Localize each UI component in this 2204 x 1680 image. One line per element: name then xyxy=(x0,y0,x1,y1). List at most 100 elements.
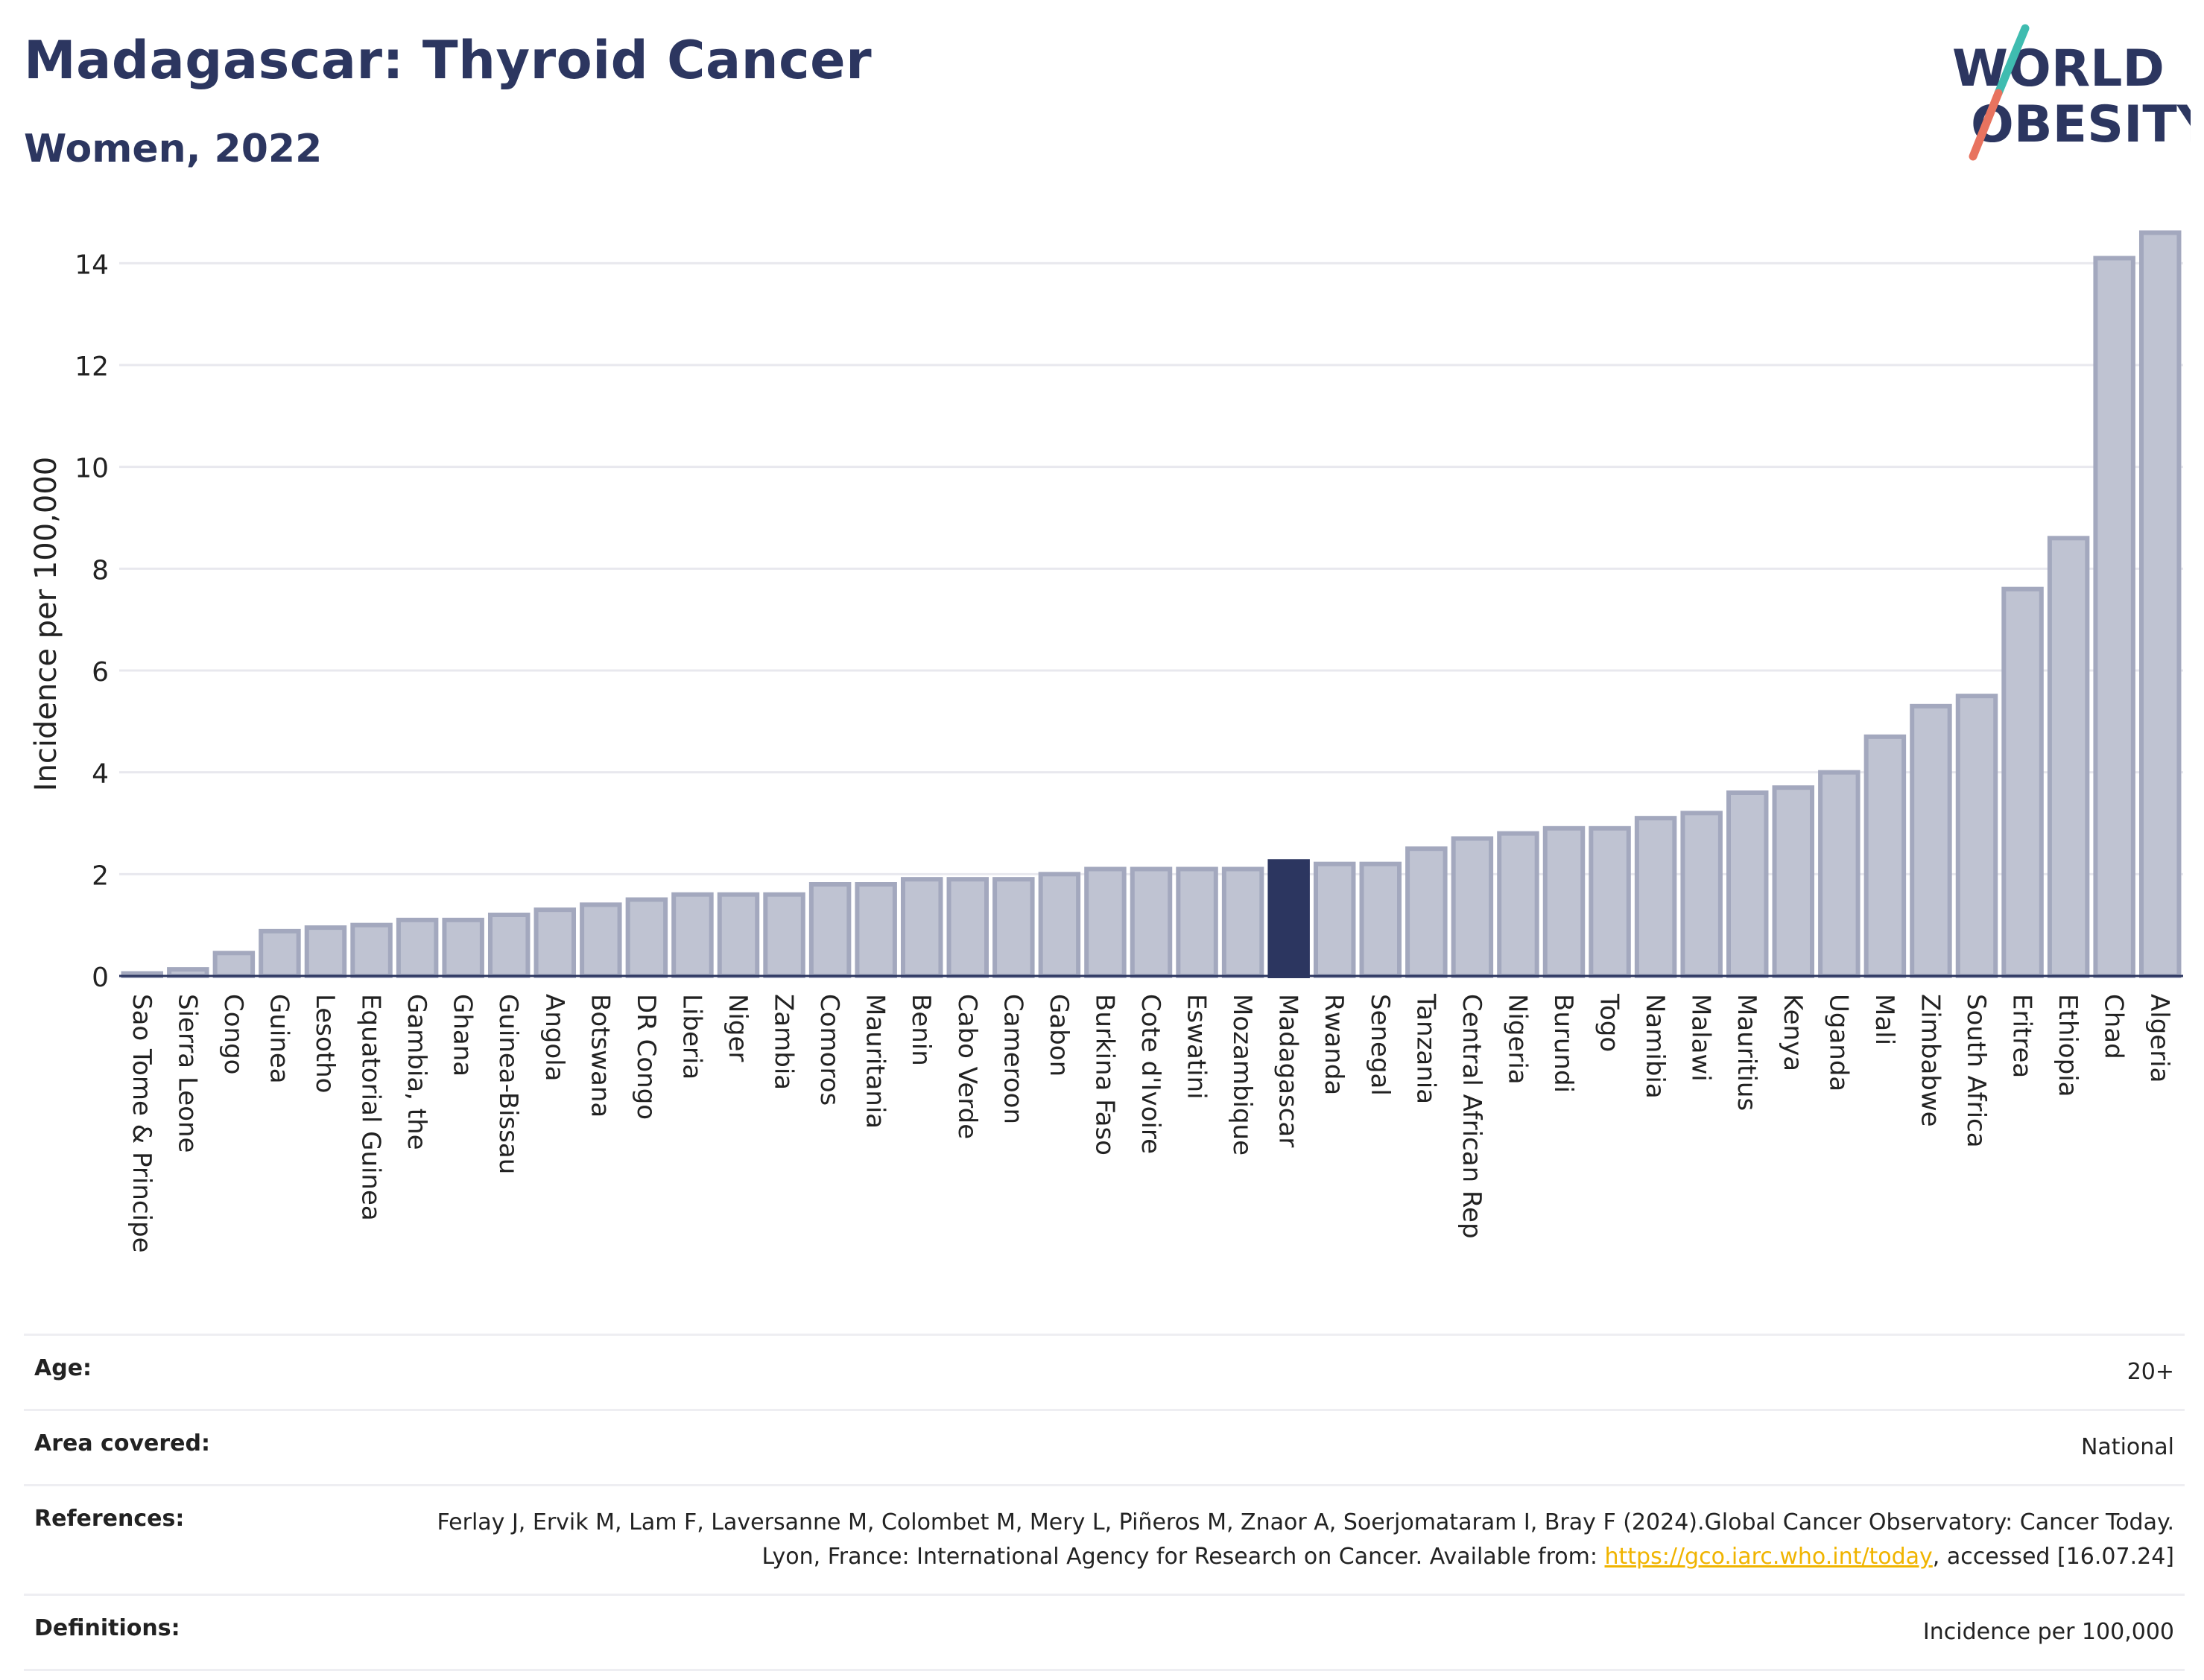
bar-chart: 0 2 4 6 8 10 12 14 Sao Tome & Principe Sierra Le… xyxy=(29,230,2183,1253)
reference-text: Ferlay J, Ervik M, Lam F, Laversanne M, … xyxy=(437,1509,2174,1570)
y-tick-label: 14 xyxy=(75,250,109,280)
bar-lesotho xyxy=(304,925,347,979)
bar-cote-d-ivoire xyxy=(1130,866,1173,978)
x-tick-label: Cameroon xyxy=(998,994,1027,1124)
bar-gambia-the xyxy=(396,917,439,979)
bar-equatorial-guinea xyxy=(350,922,393,978)
x-tick-label: Mali xyxy=(1869,994,1899,1045)
bar-mozambique xyxy=(1221,866,1264,978)
x-tick-label: Cote d'Ivoire xyxy=(1136,994,1165,1154)
meta-value: Incidence per 100,000 xyxy=(1922,1619,2174,1645)
bar-madagascar xyxy=(1267,859,1310,978)
meta-value: Ferlay J, Ervik M, Lam F, Laversanne M, … xyxy=(386,1506,2174,1574)
x-tick-label: Tanzania xyxy=(1410,993,1440,1104)
bar-malawi xyxy=(1680,811,1723,979)
meta-label: References: xyxy=(34,1506,185,1532)
y-axis-label: Incidence per 100,000 xyxy=(29,457,63,792)
x-tick-label: Angola xyxy=(539,994,569,1081)
bar-eritrea xyxy=(2001,586,2044,978)
x-tick-label: Mauritania xyxy=(861,994,890,1129)
bar-algeria xyxy=(2138,230,2182,979)
bar-gabon xyxy=(1038,872,1081,979)
bar-zambia xyxy=(763,892,805,978)
meta-label: Area covered: xyxy=(34,1430,210,1456)
world-obesity-logo: WORLD OBESITY xyxy=(1937,22,2191,164)
bar-togo xyxy=(1589,825,1631,979)
x-tick-label: Uganda xyxy=(1823,994,1853,1091)
x-tick-label: Liberia xyxy=(677,994,706,1080)
x-tick-label: South Africa xyxy=(1961,994,1991,1148)
meta-value: National xyxy=(2080,1434,2174,1460)
x-tick-label: Congo xyxy=(218,994,248,1074)
bar-kenya xyxy=(1772,785,1815,978)
bar-eswatini xyxy=(1176,866,1218,978)
bar-chad xyxy=(2093,256,2135,978)
x-tick-label: Eritrea xyxy=(2007,994,2037,1078)
meta-row-definitions: Definitions: Incidence per 100,000 xyxy=(24,1594,2185,1671)
meta-label: Definitions: xyxy=(34,1615,180,1641)
reference-link[interactable]: https://gco.iarc.who.int/today xyxy=(1604,1544,1933,1570)
bar-liberia xyxy=(671,892,714,978)
x-tick-label: Mauritius xyxy=(1732,994,1761,1111)
bar-senegal xyxy=(1359,861,1402,978)
x-tick-label: Cabo Verde xyxy=(952,994,982,1139)
x-tick-label: Senegal xyxy=(1365,994,1395,1096)
x-tick-label: Central African Rep xyxy=(1457,994,1486,1239)
x-tick-label: Rwanda xyxy=(1319,994,1349,1095)
bar-nigeria xyxy=(1497,831,1539,978)
x-tick-label: Namibia xyxy=(1640,994,1670,1099)
bar-burundi xyxy=(1542,825,1586,979)
x-tick-label: Gabon xyxy=(1044,994,1074,1077)
meta-value: 20+ xyxy=(2127,1359,2174,1385)
chart-subtitle: Women, 2022 xyxy=(24,127,323,171)
x-tick-label: Lesotho xyxy=(310,994,340,1093)
metadata-table: Age: 20+ Area covered: National Referenc… xyxy=(24,1334,2185,1671)
x-tick-label: Botswana xyxy=(585,994,615,1118)
y-tick-label: 12 xyxy=(75,352,109,382)
bar-south-africa xyxy=(1955,694,1998,979)
meta-row-age: Age: 20+ xyxy=(24,1334,2185,1409)
x-tick-label: Togo xyxy=(1595,993,1624,1052)
bar-angola xyxy=(533,907,577,978)
x-tick-label: Malawi xyxy=(1686,994,1716,1082)
meta-row-references: References: Ferlay J, Ervik M, Lam F, La… xyxy=(24,1484,2185,1594)
x-tick-label: Ghana xyxy=(448,994,478,1077)
bar-botswana xyxy=(580,902,622,979)
y-tick-label: 6 xyxy=(92,657,109,688)
bar-zimbabwe xyxy=(1910,703,1952,978)
bar-comoros xyxy=(808,882,852,978)
bar-benin xyxy=(900,877,943,978)
bar-ghana xyxy=(442,917,484,979)
x-tick-label: Burkina Faso xyxy=(1089,994,1119,1156)
x-tick-labels: Sao Tome & Principe Sierra Leone Congo Guin… xyxy=(127,993,2174,1253)
bar-namibia xyxy=(1634,816,1677,978)
chart-title: Madagascar: Thyroid Cancer xyxy=(24,30,873,91)
bar-mali xyxy=(1863,734,1907,978)
y-tick-label: 8 xyxy=(92,555,109,586)
reference-accessed: , accessed [16.07.24] xyxy=(1932,1544,2174,1570)
x-tick-label: Algeria xyxy=(2144,994,2174,1083)
meta-label: Age: xyxy=(34,1355,92,1381)
y-tick-label: 2 xyxy=(92,860,109,891)
logo-line2: OBESITY xyxy=(1971,95,2191,154)
x-tick-label: Benin xyxy=(906,994,936,1066)
x-tick-label: Burundi xyxy=(1548,994,1578,1093)
x-tick-label: Sao Tome & Principe xyxy=(127,994,156,1253)
x-tick-label: Zambia xyxy=(769,994,799,1090)
y-tick-label: 4 xyxy=(92,759,109,790)
logo-line1: WORLD xyxy=(1952,39,2165,98)
x-tick-label: Kenya xyxy=(1778,994,1808,1071)
bar-mauritius xyxy=(1726,790,1769,978)
x-tick-label: DR Congo xyxy=(631,994,661,1120)
x-tick-label: Gambia, the xyxy=(402,994,431,1150)
bar-uganda xyxy=(1818,770,1861,978)
x-tick-label: Comoros xyxy=(814,994,844,1106)
x-tick-label: Sierra Leone xyxy=(172,994,202,1153)
bar-cameroon xyxy=(992,877,1035,978)
y-tick-label: 10 xyxy=(75,454,109,484)
bar-guinea xyxy=(259,928,301,979)
y-tick-label: 0 xyxy=(92,963,109,993)
x-tick-label: Zimbabwe xyxy=(1915,994,1945,1127)
y-tick-labels: 0 2 4 6 8 10 12 14 xyxy=(75,250,109,993)
x-tick-label: Equatorial Guinea xyxy=(356,994,386,1221)
